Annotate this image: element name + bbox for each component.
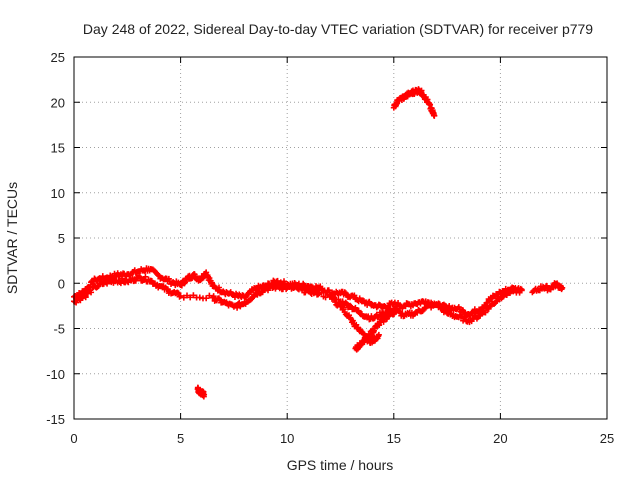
data-point xyxy=(94,283,101,290)
x-tick-label: 15 xyxy=(387,431,401,446)
data-point xyxy=(203,295,210,302)
data-point xyxy=(234,304,241,311)
data-point xyxy=(215,284,222,291)
data-point xyxy=(299,285,306,292)
x-axis-label: GPS time / hours xyxy=(287,457,394,473)
data-point xyxy=(190,292,197,299)
data-point xyxy=(559,284,566,291)
x-tick-label: 0 xyxy=(70,431,77,446)
data-point xyxy=(349,317,356,324)
data-point xyxy=(518,287,525,294)
data-point xyxy=(339,298,346,305)
y-tick-label: 10 xyxy=(51,186,65,201)
data-point xyxy=(142,273,149,280)
data-point xyxy=(431,112,438,119)
x-tick-label: 25 xyxy=(600,431,614,446)
data-point xyxy=(88,289,95,296)
y-tick-label: -10 xyxy=(46,367,65,382)
data-point xyxy=(201,391,208,398)
data-point xyxy=(343,300,350,307)
y-tick-label: 25 xyxy=(51,50,65,65)
data-point xyxy=(306,286,313,293)
y-tick-label: 15 xyxy=(51,141,65,156)
series-0 xyxy=(71,265,525,319)
chart-title: Day 248 of 2022, Sidereal Day-to-day VTE… xyxy=(83,21,593,37)
data-point xyxy=(392,307,399,314)
x-tick-label: 20 xyxy=(493,431,507,446)
data-point xyxy=(315,291,322,298)
axis-ticks: -15 -10 -5 0 5 10 15 20 25 0 5 10 15 20 25 xyxy=(46,50,614,446)
data-point xyxy=(360,330,367,337)
data-point xyxy=(487,295,494,302)
data-point xyxy=(318,289,325,296)
data-point xyxy=(482,309,489,316)
data-point xyxy=(177,292,184,299)
data-point xyxy=(347,302,354,309)
data-point xyxy=(136,273,143,280)
data-point xyxy=(331,296,338,303)
y-axis-label: SDTVAR / TECUs xyxy=(4,182,20,294)
x-tick-label: 5 xyxy=(177,431,184,446)
data-series xyxy=(71,86,566,400)
series-6 xyxy=(390,86,438,119)
data-point xyxy=(317,283,324,290)
data-point xyxy=(187,294,194,301)
data-point xyxy=(82,294,89,301)
data-point xyxy=(210,293,217,300)
y-tick-label: -5 xyxy=(53,322,65,337)
series-2 xyxy=(529,280,566,296)
series-1 xyxy=(71,273,525,326)
data-point xyxy=(460,307,467,314)
data-point xyxy=(499,294,506,301)
series-4 xyxy=(352,306,399,353)
data-point xyxy=(462,314,469,321)
series-3 xyxy=(326,293,382,346)
series-5 xyxy=(194,384,208,400)
data-point xyxy=(180,294,187,301)
plot-frame xyxy=(73,56,608,420)
data-point xyxy=(300,284,307,291)
data-point xyxy=(137,274,144,281)
data-point xyxy=(183,292,190,299)
data-point xyxy=(375,331,382,338)
y-tick-label: 5 xyxy=(58,231,65,246)
data-point xyxy=(210,282,217,289)
grid-lines xyxy=(74,57,607,419)
data-point xyxy=(196,294,203,301)
data-point xyxy=(155,272,162,279)
x-tick-label: 10 xyxy=(280,431,294,446)
y-tick-label: -15 xyxy=(46,412,65,427)
y-tick-label: 20 xyxy=(51,95,65,110)
data-point xyxy=(351,292,358,299)
y-tick-label: 0 xyxy=(58,276,65,291)
data-point xyxy=(312,287,319,294)
data-point xyxy=(443,307,450,314)
